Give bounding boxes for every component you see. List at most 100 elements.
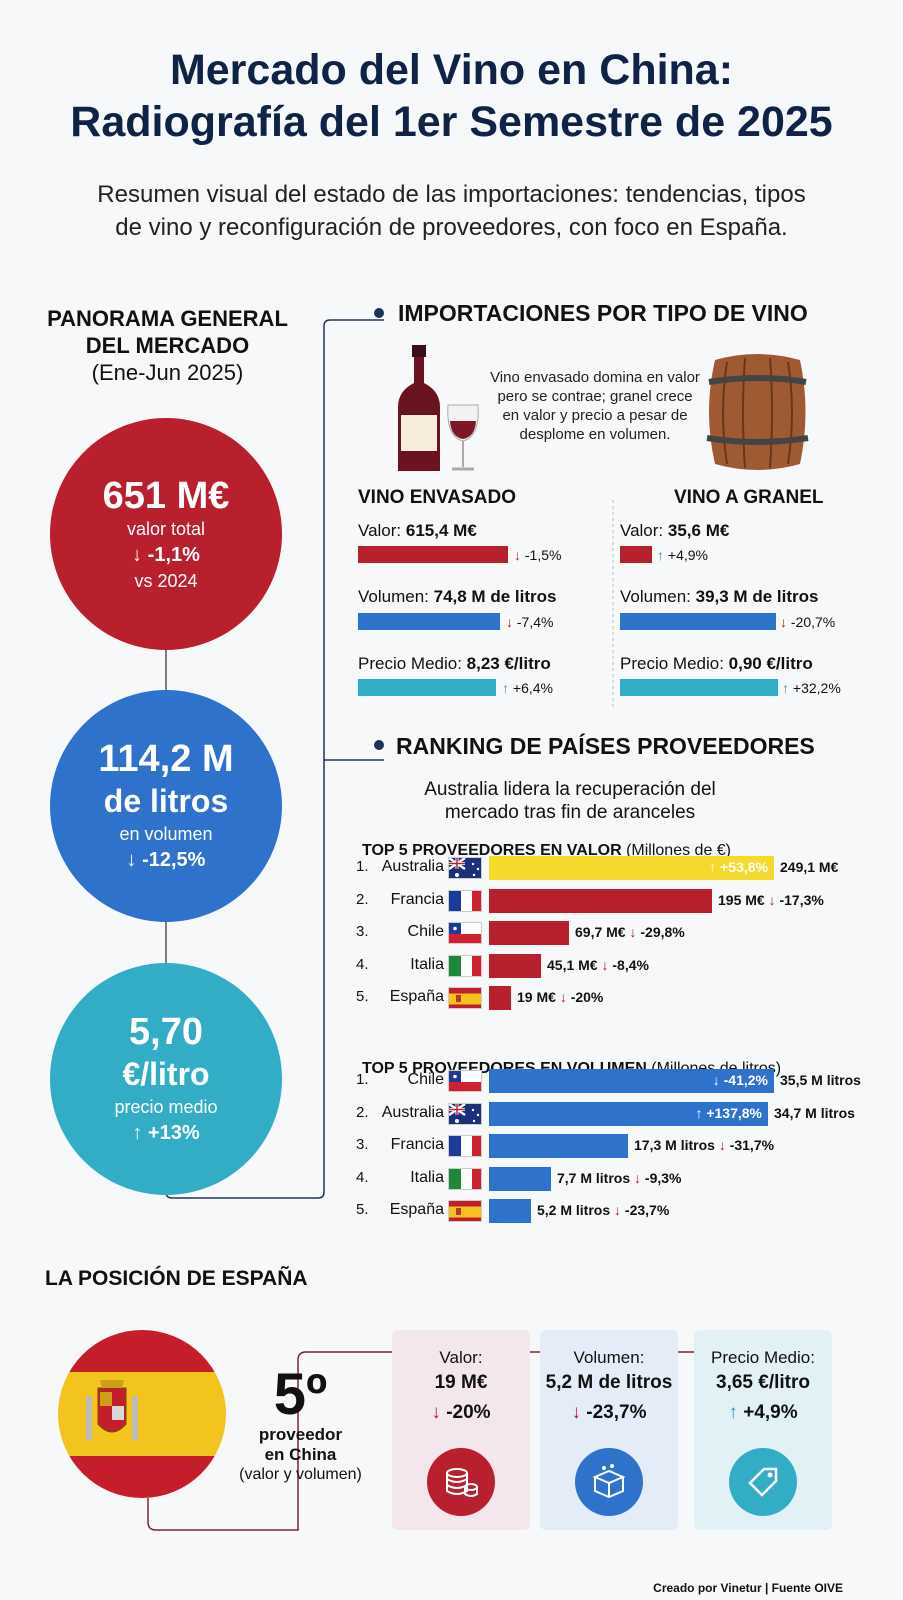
value-row-chile: 3. Chile 69,7 M€ ↓ -29,8%	[356, 921, 896, 945]
spain-volume-card: Volumen: 5,2 M de litros ↓ -23,7%	[540, 1330, 678, 1530]
country-name: Italia	[410, 1168, 444, 1186]
bar-espana	[489, 1199, 531, 1223]
bulk-volumen-bar	[620, 613, 776, 630]
change-label: -31,7%	[725, 1137, 775, 1153]
bottled-precio-bar	[358, 679, 496, 696]
wine-types-title: IMPORTACIONES POR TIPO DE VINO	[398, 300, 808, 326]
change-label: ↑ +137,8%	[695, 1104, 762, 1121]
arrow-down-icon: ↓	[780, 614, 787, 630]
value-label: 19 M€ ↓ -20%	[517, 989, 604, 1005]
rank-number: 5.	[356, 1201, 369, 1218]
bulk-precio-bar	[620, 679, 778, 696]
value-label: 249,1 M€	[780, 859, 839, 875]
bar-chile	[489, 1069, 774, 1093]
australia-flag-icon	[448, 1102, 482, 1125]
rank-number: 2.	[356, 890, 369, 908]
rank-number: 4.	[356, 1168, 369, 1186]
volume-row-australia: 2. Australia ↑ +137,8% 34,7 M litros	[356, 1101, 896, 1126]
arrow-up-icon: ↑	[782, 680, 789, 696]
section-dot	[374, 740, 384, 750]
total-volume-circle: 114,2 M de litros en volumen ↓ -12,5%	[50, 690, 282, 922]
country-name: Chile	[407, 1071, 444, 1088]
country-name: España	[389, 988, 444, 1005]
value-label: 195 M€ ↓ -17,3%	[718, 891, 824, 908]
rank-number: 3.	[356, 1136, 369, 1153]
change-label: -20%	[566, 989, 604, 1005]
arrow-down-icon: ↓	[614, 1202, 622, 1218]
bottled-valor-bar	[358, 546, 508, 563]
italia-flag-icon	[448, 1167, 482, 1190]
espana-flag-icon	[448, 987, 482, 1009]
bottled-valor-label: Valor: 615,4 M€	[358, 521, 477, 540]
value-row-italia: 4. Italia 45,1 M€ ↓ -8,4%	[356, 953, 896, 978]
country-name: España	[389, 1201, 444, 1218]
australia-flag-icon	[448, 857, 482, 879]
bottled-precio-label: Precio Medio: 8,23 €/litro	[358, 654, 551, 673]
page-subtitle: Resumen visual del estado de las importa…	[97, 181, 806, 241]
value-label: 35,5 M litros	[780, 1072, 861, 1088]
bottled-precio-change: ↑ +6,4%	[502, 680, 553, 696]
country-name: Australia	[381, 858, 444, 875]
bar-italia	[489, 1166, 551, 1191]
francia-flag-icon	[448, 1135, 482, 1157]
bulk-volumen-change: ↓ -20,7%	[780, 614, 836, 630]
wine-types-note: Vino envasado domina en valor pero se co…	[490, 369, 700, 443]
change-label: -29,8%	[636, 924, 685, 940]
spain-price-card: Precio Medio: 3,65 €/litro ↑ +4,9%	[694, 1330, 832, 1530]
box-icon	[575, 1448, 643, 1516]
arrow-down-icon: ↓	[126, 849, 137, 871]
footer-credit: Creado por Vinetur | Fuente OIVE	[653, 1581, 843, 1595]
change-label: -8,4%	[608, 956, 649, 973]
arrow-down-icon: ↓	[768, 891, 776, 908]
chile-flag-icon	[448, 1070, 482, 1092]
bottled-volumen-change: ↓ -7,4%	[506, 614, 554, 630]
change-label: ↓ -41,2%	[712, 1072, 768, 1088]
italia-flag-icon	[448, 954, 482, 977]
bottled-heading: VINO ENVASADO	[358, 487, 517, 508]
arrow-up-icon: ↑	[132, 1122, 143, 1144]
bottled-valor-change: ↓ -1,5%	[514, 547, 562, 563]
bar-italia	[489, 953, 541, 978]
spain-flag-icon	[58, 1330, 226, 1498]
bar-espana	[489, 986, 511, 1010]
avg-price-circle: 5,70 €/litro precio medio ↑ +13%	[50, 963, 282, 1195]
volume-row-espana: 5. España 5,2 M litros ↓ -23,7%	[356, 1199, 896, 1223]
rank-number: 5.	[356, 988, 369, 1005]
arrow-down-icon: ↓	[506, 614, 513, 630]
bar-australia	[489, 856, 774, 880]
rank-number: 1.	[356, 1071, 369, 1088]
arrow-down-icon: ↓	[514, 547, 521, 563]
value-label: 7,7 M litros ↓ -9,3%	[557, 1169, 682, 1186]
page-title: Mercado del Vino en China: Radiografía d…	[70, 46, 833, 146]
change-label: -9,3%	[641, 1169, 682, 1186]
ranking-title: RANKING DE PAÍSES PROVEEDORES	[396, 733, 815, 759]
spain-title: LA POSICIÓN DE ESPAÑA	[45, 1267, 308, 1290]
arrow-down-icon: ↓	[634, 1169, 642, 1186]
arrow-down-icon: ↓	[431, 1402, 441, 1423]
chile-flag-icon	[448, 922, 482, 944]
francia-flag-icon	[448, 889, 482, 912]
rank-number: 2.	[356, 1103, 369, 1121]
price-tag-icon	[729, 1448, 797, 1516]
bar-francia	[489, 888, 712, 913]
bulk-heading: VINO A GRANEL	[674, 487, 824, 508]
wine-bottle-glass-icon	[398, 345, 479, 471]
arrow-down-icon: ↓	[132, 544, 143, 566]
bar-chile	[489, 921, 569, 945]
wine-barrel-icon	[706, 354, 809, 470]
arrow-down-icon: ↓	[559, 989, 567, 1005]
bulk-volumen-label: Volumen: 39,3 M de litros	[620, 587, 819, 606]
value-label: 17,3 M litros ↓ -31,7%	[634, 1137, 775, 1153]
arrow-down-icon: ↓	[571, 1402, 582, 1423]
country-name: Francia	[390, 890, 444, 908]
top-value-heading: TOP 5 PROVEEDORES EN VALOR (Millones de …	[362, 842, 732, 859]
value-label: 5,2 M litros ↓ -23,7%	[537, 1202, 670, 1218]
panorama-title: PANORAMA GENERAL DEL MERCADO (Ene-Jun 20…	[47, 306, 288, 385]
volume-row-chile: 1. Chile ↓ -41,2% 35,5 M litros	[356, 1069, 896, 1093]
bar-australia	[489, 1101, 768, 1126]
country-name: Francia	[390, 1136, 444, 1153]
change-label: -17,3%	[775, 891, 824, 908]
bulk-valor-bar	[620, 546, 652, 563]
country-name: Italia	[410, 955, 444, 973]
value-label: 45,1 M€ ↓ -8,4%	[547, 956, 649, 973]
